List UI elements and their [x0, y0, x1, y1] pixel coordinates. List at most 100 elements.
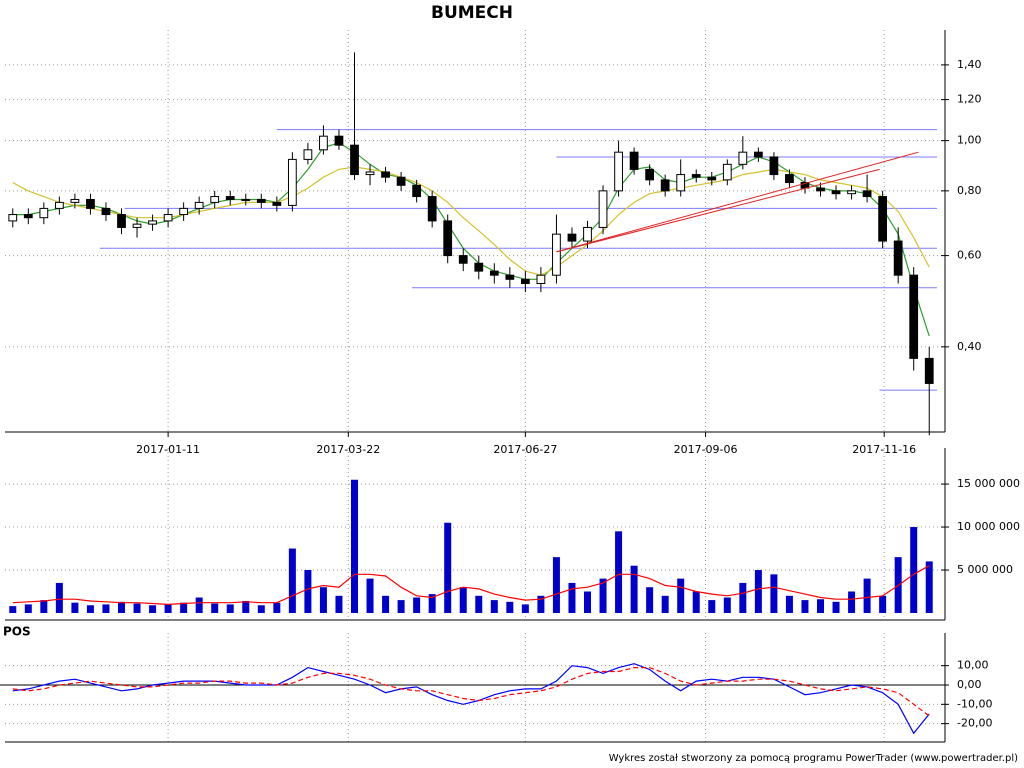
volume-bar: [459, 587, 467, 613]
volume-bar: [785, 595, 793, 613]
volume-bar: [257, 605, 265, 613]
candle-body: [660, 179, 670, 192]
volume-bar: [615, 531, 623, 613]
volume-bar: [817, 599, 824, 613]
candle-body: [319, 135, 328, 151]
volume-bar: [149, 605, 157, 613]
y-tick-label: 1,40: [957, 58, 982, 71]
candle-body: [132, 223, 142, 228]
candle-body: [303, 149, 313, 160]
volume-bar: [770, 574, 778, 613]
volume-bar: [863, 578, 871, 613]
volume-bar: [195, 597, 203, 613]
candle-body: [909, 274, 919, 359]
candle-body: [722, 163, 732, 181]
candle-body: [691, 174, 701, 178]
candle-body: [8, 214, 18, 222]
volume-bar: [490, 600, 498, 613]
volume-bar: [661, 595, 669, 613]
candle-body: [272, 201, 282, 206]
x-tick-label: 2017-06-27: [493, 443, 557, 456]
candle-body: [256, 198, 266, 203]
volume-bar: [444, 522, 452, 613]
volume-bar: [288, 548, 296, 613]
candle-body: [396, 176, 406, 186]
candle-body: [101, 207, 111, 216]
y-tick-label: 5 000 000: [957, 563, 1013, 576]
candle-body: [583, 226, 592, 242]
line: [12, 565, 930, 606]
volume-bar: [848, 591, 856, 613]
y-tick-label: 1,20: [957, 93, 982, 106]
candle-body: [334, 135, 344, 146]
volume-bar: [552, 557, 560, 613]
volume-bar: [754, 570, 762, 613]
volume-bar: [413, 597, 421, 613]
chart-title: BUMECH: [431, 3, 513, 23]
y-tick-label: 15 000 000: [957, 477, 1020, 490]
candle-body: [769, 156, 779, 176]
volume-bar: [677, 578, 685, 613]
volume-bar: [86, 605, 94, 613]
volume-bar: [273, 602, 281, 613]
volume-bar: [211, 603, 219, 613]
volume-bar: [521, 604, 529, 613]
candle-body: [148, 220, 157, 225]
volume-bar: [133, 603, 141, 613]
candle-body: [753, 151, 763, 158]
volume-bar: [925, 561, 933, 613]
volume-bar: [646, 587, 654, 613]
candle-body: [567, 233, 577, 242]
candle-body: [23, 214, 33, 219]
trend-line: [556, 151, 919, 253]
candle-body: [163, 214, 173, 222]
line: [12, 667, 930, 717]
candle-body: [194, 201, 204, 209]
candle-body: [86, 198, 95, 209]
candle-body: [878, 196, 888, 242]
y-tick-label: 0,40: [957, 340, 982, 353]
y-tick-label: 0,60: [957, 249, 982, 262]
volume-bar: [428, 594, 436, 613]
candle-body: [39, 207, 49, 219]
volume-bar: [568, 582, 576, 613]
volume-bar: [180, 602, 188, 613]
volume-bar: [708, 600, 716, 613]
candle-body: [427, 196, 437, 222]
volume-bar: [382, 595, 390, 613]
x-tick-label: 2017-03-22: [316, 443, 380, 456]
y-tick-label: 0,00: [957, 678, 982, 691]
candle-body: [54, 201, 64, 209]
panel-title: POS: [3, 625, 31, 639]
x-tick-label: 2017-01-11: [136, 443, 200, 456]
y-tick-label: 10 000 000: [957, 520, 1020, 533]
candle-body: [474, 262, 484, 272]
volume-bar: [40, 600, 48, 613]
candle-body: [785, 174, 794, 184]
volume-bar: [692, 591, 700, 613]
candle-body: [70, 198, 80, 203]
candle-body: [614, 151, 623, 192]
volume-bar: [397, 600, 405, 613]
candle-body: [536, 274, 546, 285]
volume-bar: [9, 606, 17, 613]
candle-body: [520, 278, 530, 285]
candle-body: [862, 190, 872, 198]
y-tick-label: 10,00: [957, 659, 989, 672]
volume-bar: [801, 600, 809, 613]
volume-bar: [584, 591, 591, 613]
candle-body: [225, 196, 235, 200]
candle-body: [412, 184, 422, 198]
candle-body: [381, 171, 390, 178]
volume-bar: [242, 600, 250, 613]
candle-body: [365, 171, 375, 176]
volume-bar: [164, 604, 172, 613]
volume-bar: [739, 582, 747, 613]
candle-body: [598, 190, 608, 228]
line: [12, 663, 930, 735]
volume-bar: [879, 595, 887, 613]
volume-bar: [599, 578, 607, 613]
candle-body: [350, 144, 359, 176]
volume-bar: [723, 597, 731, 613]
